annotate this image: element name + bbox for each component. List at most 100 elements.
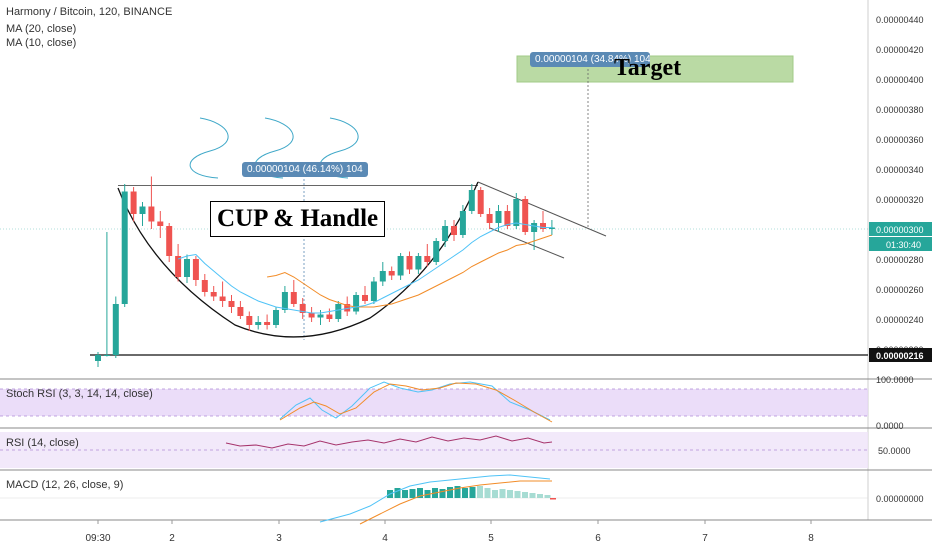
candle-body xyxy=(468,190,475,211)
candle-body xyxy=(335,304,342,319)
macd-label: MACD (12, 26, close, 9) xyxy=(6,479,124,491)
candle-body xyxy=(370,281,377,301)
candle-body xyxy=(237,307,244,316)
candle-body xyxy=(121,191,128,304)
cup-handle-label[interactable]: CUP & Handle xyxy=(210,201,386,237)
macd-histogram-bar xyxy=(514,491,521,498)
support-price-tag xyxy=(869,348,932,362)
candle-body xyxy=(540,223,546,229)
countdown-tag xyxy=(869,237,932,251)
candle-body xyxy=(353,295,360,312)
candle-body xyxy=(522,199,529,232)
candle-body xyxy=(548,227,555,229)
time-tick-label: 6 xyxy=(595,533,601,544)
target-measure-label[interactable]: 0.00000104 (34.84%) 104 xyxy=(530,52,650,67)
macd-histogram-bar xyxy=(492,490,498,498)
candle-body xyxy=(513,199,520,226)
current-price-value: 0.00000300 xyxy=(876,225,924,235)
candle-body xyxy=(406,256,413,270)
price-tick-label: 0.00000440 xyxy=(876,15,924,25)
macd-histogram-bar xyxy=(394,488,401,498)
stoch-d-line xyxy=(279,382,553,423)
candle-body xyxy=(317,314,324,318)
ma20-legend: MA (20, close) xyxy=(6,23,77,35)
price-tick-label: 0.00000240 xyxy=(876,315,924,325)
macd-histogram-bar xyxy=(454,486,461,498)
cup-depth-measure-label[interactable]: 0.00000104 (46.14%) 104 xyxy=(242,162,368,177)
price-tick-label: 0.00000320 xyxy=(876,195,924,205)
candle-body xyxy=(290,292,297,304)
macd-histogram-bar xyxy=(537,494,543,498)
rsi-label: RSI (14, close) xyxy=(6,437,79,449)
price-tick-label: 0.00000280 xyxy=(876,255,924,265)
candle-body xyxy=(424,256,431,262)
macd-axis-label: 0.00000000 xyxy=(876,494,924,504)
ma20-line xyxy=(267,234,553,308)
candle-body xyxy=(103,355,110,356)
candle-body xyxy=(477,190,484,214)
candle-body xyxy=(379,271,386,282)
time-tick-label: 4 xyxy=(382,533,388,544)
price-tick-label: 0.00000420 xyxy=(876,45,924,55)
support-price-value: 0.00000216 xyxy=(876,351,924,361)
candle-body xyxy=(344,304,351,312)
candle-body xyxy=(264,322,271,325)
candle-body xyxy=(175,256,182,277)
candle-body xyxy=(486,214,493,223)
candle-body xyxy=(459,211,466,235)
stoch-axis-bottom: 0.0000 xyxy=(876,421,904,431)
handle-upper-line xyxy=(477,181,607,237)
macd-histogram-bar xyxy=(439,489,446,498)
candle-body xyxy=(281,292,288,310)
candle-body xyxy=(166,226,173,256)
candle-body xyxy=(273,310,279,325)
candle-body xyxy=(442,226,449,241)
macd-histogram-bar xyxy=(462,488,468,498)
macd-histogram-bar xyxy=(417,488,423,498)
time-tick-label: 7 xyxy=(702,533,708,544)
candle-body xyxy=(192,259,199,280)
candle-body xyxy=(130,191,137,214)
stoch-axis-top: 100.0000 xyxy=(876,375,914,385)
candle-body xyxy=(228,301,235,307)
macd-signal-line xyxy=(359,480,552,525)
candle-body xyxy=(433,241,440,262)
candle-body xyxy=(184,259,190,277)
candle-body xyxy=(255,322,262,325)
macd-histogram-bar xyxy=(469,487,476,498)
candle-body xyxy=(504,211,511,226)
candle-body xyxy=(362,295,368,301)
price-tick-label: 0.00000340 xyxy=(876,165,924,175)
time-tick-label: 5 xyxy=(488,533,494,544)
candle-body xyxy=(246,316,253,325)
time-tick-label: 3 xyxy=(276,533,282,544)
candle-body xyxy=(219,296,226,301)
macd-line xyxy=(319,474,551,523)
time-tick-label: 8 xyxy=(808,533,814,544)
target-label[interactable]: Target xyxy=(614,55,682,81)
price-tick-label: 0.00000380 xyxy=(876,105,924,115)
candle-body xyxy=(210,292,217,297)
macd-histogram-bar xyxy=(447,487,453,498)
candle-body xyxy=(388,271,395,276)
steam-squiggle-1 xyxy=(189,117,229,179)
time-tick-label: 09:30 xyxy=(85,533,110,544)
ma10-legend: MA (10, close) xyxy=(6,37,77,49)
candle-body xyxy=(451,226,457,235)
candle-body xyxy=(299,304,306,313)
macd-histogram-bar xyxy=(522,492,528,498)
candle-body xyxy=(397,256,404,276)
candle-body xyxy=(157,221,164,226)
ma10-line xyxy=(177,222,552,314)
price-tick-label: 0.00000400 xyxy=(876,75,924,85)
rsi-line xyxy=(225,435,553,449)
candle-body xyxy=(95,355,101,361)
macd-histogram-bar xyxy=(544,495,551,498)
candle-body xyxy=(201,280,208,292)
candle-body xyxy=(326,314,333,319)
macd-histogram-bar xyxy=(484,488,491,498)
macd-histogram-bar xyxy=(529,493,536,498)
price-tick-label: 0.00000260 xyxy=(876,285,924,295)
